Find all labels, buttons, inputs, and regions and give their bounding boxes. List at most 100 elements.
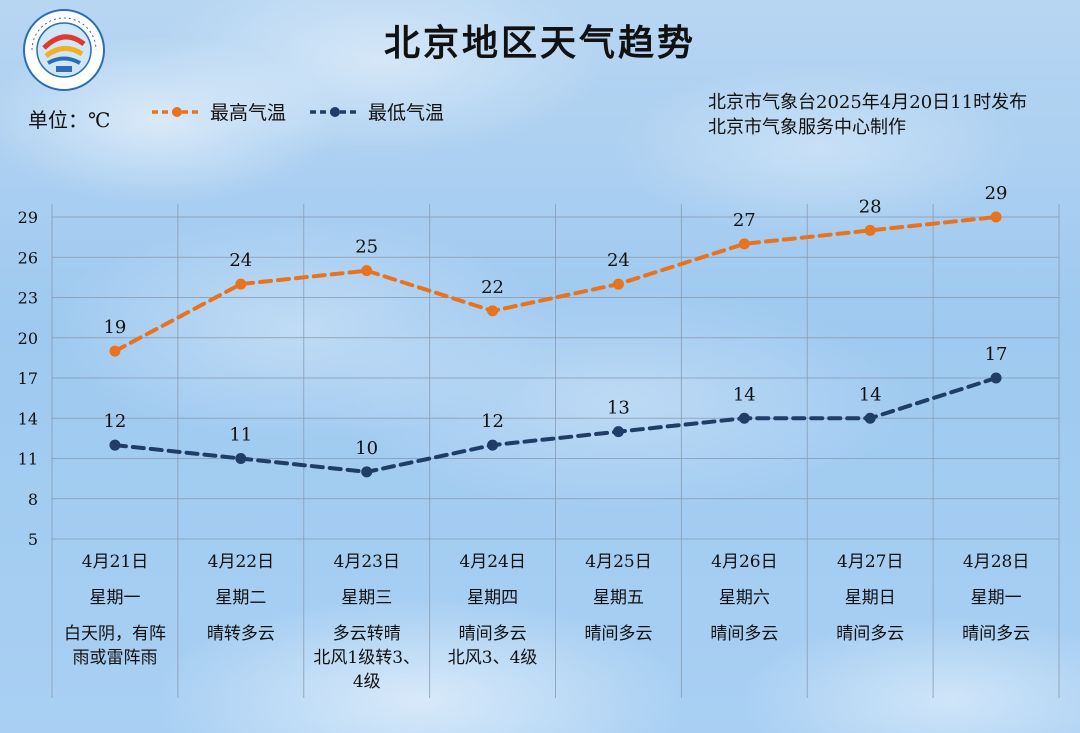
- series-line-low: [112, 376, 999, 474]
- day-column: 4月25日星期五晴间多云: [556, 550, 682, 646]
- y-tick-label: 5: [28, 530, 38, 549]
- data-label-high: 24: [229, 250, 252, 271]
- x-tick-label: 4月28日: [962, 552, 1030, 572]
- y-tick-label: 14: [18, 409, 38, 428]
- y-tick-label: 8: [28, 490, 38, 509]
- weather-condition-line: 多云转晴: [332, 624, 401, 644]
- legend-label-low: 最低气温: [368, 102, 445, 124]
- weekday-label: 星期一: [970, 588, 1022, 608]
- legend-item-low: 最低气温: [308, 98, 444, 125]
- weather-condition-line: 雨或雷阵雨: [72, 648, 158, 668]
- weather-condition-line: 北风3、4级: [447, 648, 538, 668]
- y-tick-label: 29: [18, 208, 38, 227]
- data-point-high: [235, 278, 247, 290]
- weather-condition-line: 4级: [352, 672, 381, 692]
- x-tick-label: 4月26日: [711, 552, 778, 572]
- weather-condition-line: 北风1级转3、: [313, 648, 421, 668]
- legend-item-high: 最高气温: [150, 98, 286, 125]
- weekday-label: 星期六: [718, 588, 770, 608]
- day-column: 4月26日星期六晴间多云: [681, 550, 807, 646]
- weekday-label: 星期四: [467, 588, 519, 608]
- data-point-low: [361, 466, 373, 478]
- data-point-high: [864, 224, 876, 236]
- weather-condition-line: 晴间多云: [836, 624, 905, 644]
- data-label-high: 19: [103, 317, 126, 338]
- x-tick-label: 4月22日: [207, 552, 275, 572]
- data-point-low: [864, 412, 876, 424]
- issuer-line-1: 北京市气象台2025年4月20日11时发布: [708, 92, 1028, 113]
- data-label-high: 22: [481, 277, 504, 298]
- weather-condition-line: 晴间多云: [710, 624, 779, 644]
- data-label-high: 28: [859, 196, 882, 217]
- data-point-high: [487, 305, 499, 317]
- weekday-label: 星期二: [215, 588, 267, 608]
- data-label-low: 14: [859, 384, 882, 405]
- issuer-info: 北京市气象台2025年4月20日11时发布 北京市气象服务中心制作: [708, 90, 1027, 140]
- weather-condition: 白天阴，有阵 雨或雷阵雨: [52, 622, 178, 670]
- data-point-low: [990, 372, 1002, 384]
- weather-condition: 晴转多云: [178, 622, 304, 646]
- weather-condition-line: 白天阴，有阵: [64, 624, 166, 644]
- weather-condition: 晴间多云: [933, 622, 1059, 646]
- weather-condition: 多云转晴北风1级转3、 4级: [304, 622, 430, 694]
- data-label-high: 25: [355, 237, 378, 258]
- data-label-low: 11: [229, 425, 252, 446]
- data-point-high: [361, 265, 373, 277]
- series-line-high: [112, 215, 999, 354]
- legend-swatch-high: [152, 106, 202, 117]
- data-point-high: [738, 238, 750, 250]
- data-point-low: [612, 426, 624, 438]
- data-point-high: [109, 345, 121, 357]
- data-point-high: [612, 278, 624, 290]
- data-label-low: 14: [733, 384, 756, 405]
- data-label-low: 10: [355, 438, 378, 459]
- issuer-line-2: 北京市气象服务中心制作: [708, 117, 906, 138]
- x-tick-label: 4月23日: [333, 552, 400, 572]
- weekday-label: 星期五: [593, 588, 644, 608]
- data-point-low: [235, 453, 247, 464]
- day-column: 4月28日星期一晴间多云: [933, 550, 1059, 646]
- data-label-high: 24: [607, 250, 630, 271]
- page-title: 北京地区天气趋势: [383, 22, 696, 64]
- weather-condition-line: 晴间多云: [458, 624, 527, 644]
- y-tick-label: 11: [18, 450, 38, 469]
- y-tick-label: 17: [18, 369, 38, 388]
- weather-condition-line: 晴间多云: [584, 624, 653, 644]
- data-point-high: [990, 211, 1002, 223]
- weekday-label: 星期一: [89, 588, 141, 608]
- legend-swatch-low: [310, 106, 361, 117]
- day-column: 4月27日星期日晴间多云: [807, 550, 933, 646]
- legend-label-high: 最高气温: [210, 102, 287, 124]
- data-label-low: 12: [103, 411, 126, 432]
- weather-condition: 晴间多云: [556, 622, 682, 646]
- weather-condition-line: 晴间多云: [962, 624, 1031, 644]
- day-column: 4月24日星期四晴间多云北风3、4级: [430, 550, 556, 670]
- y-tick-label: 20: [18, 329, 38, 348]
- meteorological-service-logo: [22, 8, 106, 92]
- x-tick-label: 4月21日: [81, 552, 149, 572]
- data-label-low: 12: [481, 411, 504, 432]
- day-column: 4月22日星期二晴转多云: [178, 550, 304, 646]
- y-tick-label: 23: [18, 289, 38, 308]
- x-tick-label: 4月24日: [459, 552, 526, 572]
- weather-condition: 晴间多云: [807, 622, 933, 646]
- data-label-high: 27: [733, 210, 756, 231]
- x-tick-label: 4月25日: [585, 552, 652, 572]
- x-tick-label: 4月27日: [837, 552, 904, 572]
- weather-condition: 晴间多云: [681, 622, 807, 646]
- data-point-low: [109, 439, 121, 451]
- y-tick-label: 26: [18, 248, 38, 267]
- data-point-low: [738, 412, 750, 424]
- weekday-label: 星期日: [844, 588, 896, 608]
- data-point-low: [487, 439, 499, 451]
- data-label-low: 13: [607, 398, 630, 419]
- weekday-label: 星期三: [341, 588, 393, 608]
- unit-label: 单位：℃: [28, 108, 111, 132]
- data-label-low: 17: [985, 344, 1008, 365]
- data-label-high: 29: [985, 183, 1008, 204]
- weather-condition: 晴间多云北风3、4级: [430, 622, 556, 670]
- chart-legend: 最高气温 最低气温: [150, 98, 444, 125]
- weather-condition-line: 晴转多云: [206, 624, 275, 644]
- day-column: 4月23日星期三多云转晴北风1级转3、 4级: [304, 550, 430, 694]
